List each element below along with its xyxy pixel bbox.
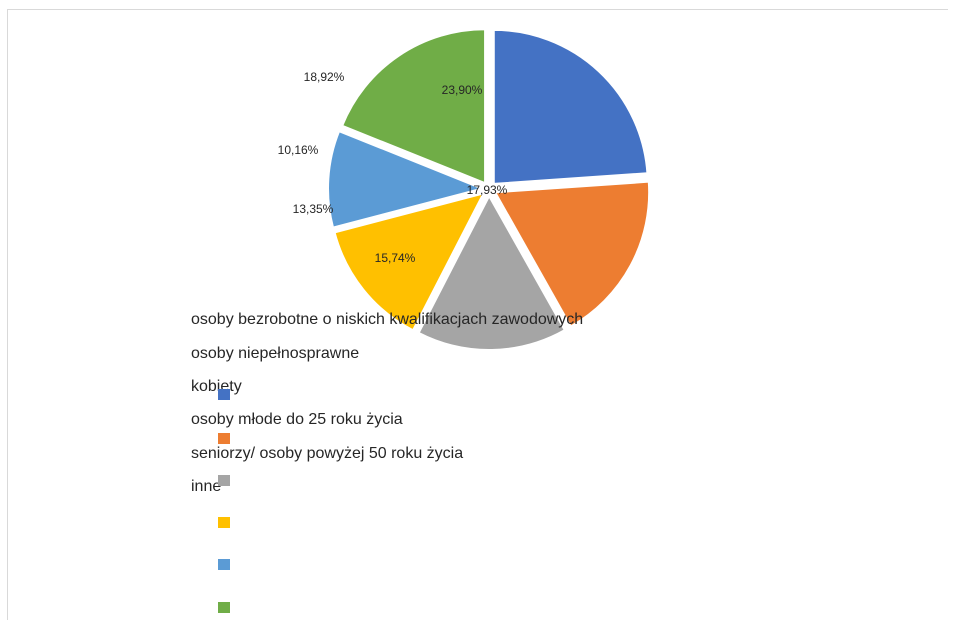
legend-swatch-niepelnosprawne	[218, 433, 230, 444]
data-label-5: 18,92%	[304, 70, 345, 84]
legend-label-seniorzy: seniorzy/ osoby powyżej 50 roku życia	[191, 445, 464, 462]
legend-label-mlode: osoby młode do 25 roku życia	[191, 411, 403, 428]
pie-slice-4	[327, 129, 486, 229]
data-label-2: 15,74%	[375, 251, 416, 265]
pie-slice-5	[340, 28, 487, 185]
pie-slice-2	[417, 193, 567, 351]
legend-label-kobiety: kobiety	[191, 378, 242, 395]
data-label-0: 23,90%	[442, 83, 483, 97]
legend-swatch-seniorzy	[218, 559, 230, 570]
chart-area	[7, 9, 948, 620]
legend-label-bezrobotne: osoby bezrobotne o niskich kwalifikacjac…	[191, 311, 584, 328]
legend-label-inne: inne	[191, 478, 222, 495]
data-label-1: 17,93%	[467, 183, 508, 197]
data-label-4: 10,16%	[278, 143, 319, 157]
legend-label-niepelnosprawne: osoby niepełnosprawne	[191, 345, 360, 362]
pie-slice-3	[333, 191, 486, 332]
legend-swatch-mlode	[218, 517, 230, 528]
data-label-3: 13,35%	[293, 202, 334, 216]
pie-slice-0	[492, 28, 649, 185]
legend-swatch-bezrobotne	[218, 389, 230, 400]
legend-swatch-kobiety	[218, 475, 230, 486]
pie-slice-1	[493, 180, 651, 328]
legend-swatch-inne	[218, 602, 230, 613]
